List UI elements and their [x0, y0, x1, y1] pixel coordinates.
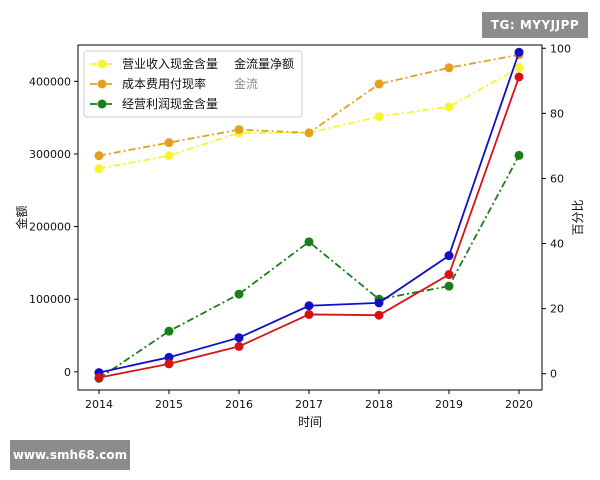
x-tick-label: 2014 [85, 398, 113, 411]
series-3 [94, 150, 524, 383]
data-point [374, 298, 384, 308]
y-left-tick-label: 200000 [29, 221, 71, 234]
series-line [98, 154, 520, 380]
series-2 [94, 50, 524, 161]
data-point [304, 128, 314, 138]
data-point [514, 150, 524, 160]
data-point [234, 289, 244, 299]
watermark-bottom-left: www.smh68.com [10, 440, 130, 470]
series-line [98, 76, 520, 379]
series-5 [94, 72, 524, 383]
y-right-tick-label: 100 [550, 42, 571, 55]
data-point [94, 373, 104, 383]
data-point [234, 333, 244, 343]
data-point [234, 341, 244, 351]
data-point [444, 281, 454, 291]
legend-swatch-marker [97, 99, 107, 109]
x-tick-label: 2020 [505, 398, 533, 411]
series-4 [94, 47, 524, 378]
x-tick-label: 2019 [435, 398, 463, 411]
data-point [514, 72, 524, 82]
legend-fragment: 金流 [234, 76, 258, 91]
data-point [304, 309, 314, 319]
x-tick-label: 2016 [225, 398, 253, 411]
x-tick-label: 2015 [155, 398, 183, 411]
legend-entry: 成本费用付现率 [90, 76, 206, 91]
data-point [374, 112, 384, 122]
data-point [514, 63, 524, 73]
y-left-tick-label: 0 [64, 366, 71, 379]
data-point [304, 237, 314, 247]
data-point [374, 310, 384, 320]
legend-entry: 营业收入现金含量 [90, 56, 218, 71]
y-left-tick-label: 300000 [29, 148, 71, 161]
data-point [304, 301, 314, 311]
data-point [374, 79, 384, 89]
data-point [444, 270, 454, 280]
data-point [164, 326, 174, 336]
data-point [164, 352, 174, 362]
y-left-axis-title: 金额 [14, 205, 29, 229]
legend-label: 成本费用付现率 [122, 76, 206, 91]
watermark-top-right: TG: MYYJJPP [482, 12, 588, 38]
series-layer [94, 47, 524, 383]
y-right-tick-label: 40 [550, 238, 564, 251]
legend-fragment: 金流量净额 [234, 56, 294, 71]
data-point [94, 164, 104, 174]
data-point [234, 125, 244, 135]
axes: 2014 2015 2016 2017 2018 2019 2020 0 100000 20000… [14, 42, 585, 429]
x-tick-label: 2017 [295, 398, 323, 411]
y-right-tick-label: 20 [550, 303, 564, 316]
x-tick-label: 2018 [365, 398, 393, 411]
legend-label: 经营利润现金含量 [122, 96, 218, 111]
data-point [444, 251, 454, 261]
data-point [164, 151, 174, 161]
data-point [444, 63, 454, 73]
y-left-tick-label: 400000 [29, 75, 71, 88]
data-point [94, 151, 104, 161]
data-point [164, 138, 174, 148]
y-right-tick-label: 80 [550, 107, 564, 120]
legend-swatch-marker [97, 79, 107, 89]
legend-swatch-marker [97, 59, 107, 69]
y-right-axis-title: 百分比 [571, 199, 585, 235]
data-point [164, 359, 174, 369]
x-axis-title: 时间 [298, 415, 322, 429]
legend-entry: 经营利润现金含量 [90, 96, 218, 111]
legend-label: 营业收入现金含量 [122, 56, 218, 71]
y-right-tick-label: 60 [550, 172, 564, 185]
legend-box [83, 50, 303, 118]
data-point [444, 102, 454, 112]
data-point [514, 47, 524, 57]
y-right-tick-label: 0 [550, 368, 557, 381]
plot-frame [77, 44, 543, 391]
y-left-tick-label: 100000 [29, 293, 71, 306]
